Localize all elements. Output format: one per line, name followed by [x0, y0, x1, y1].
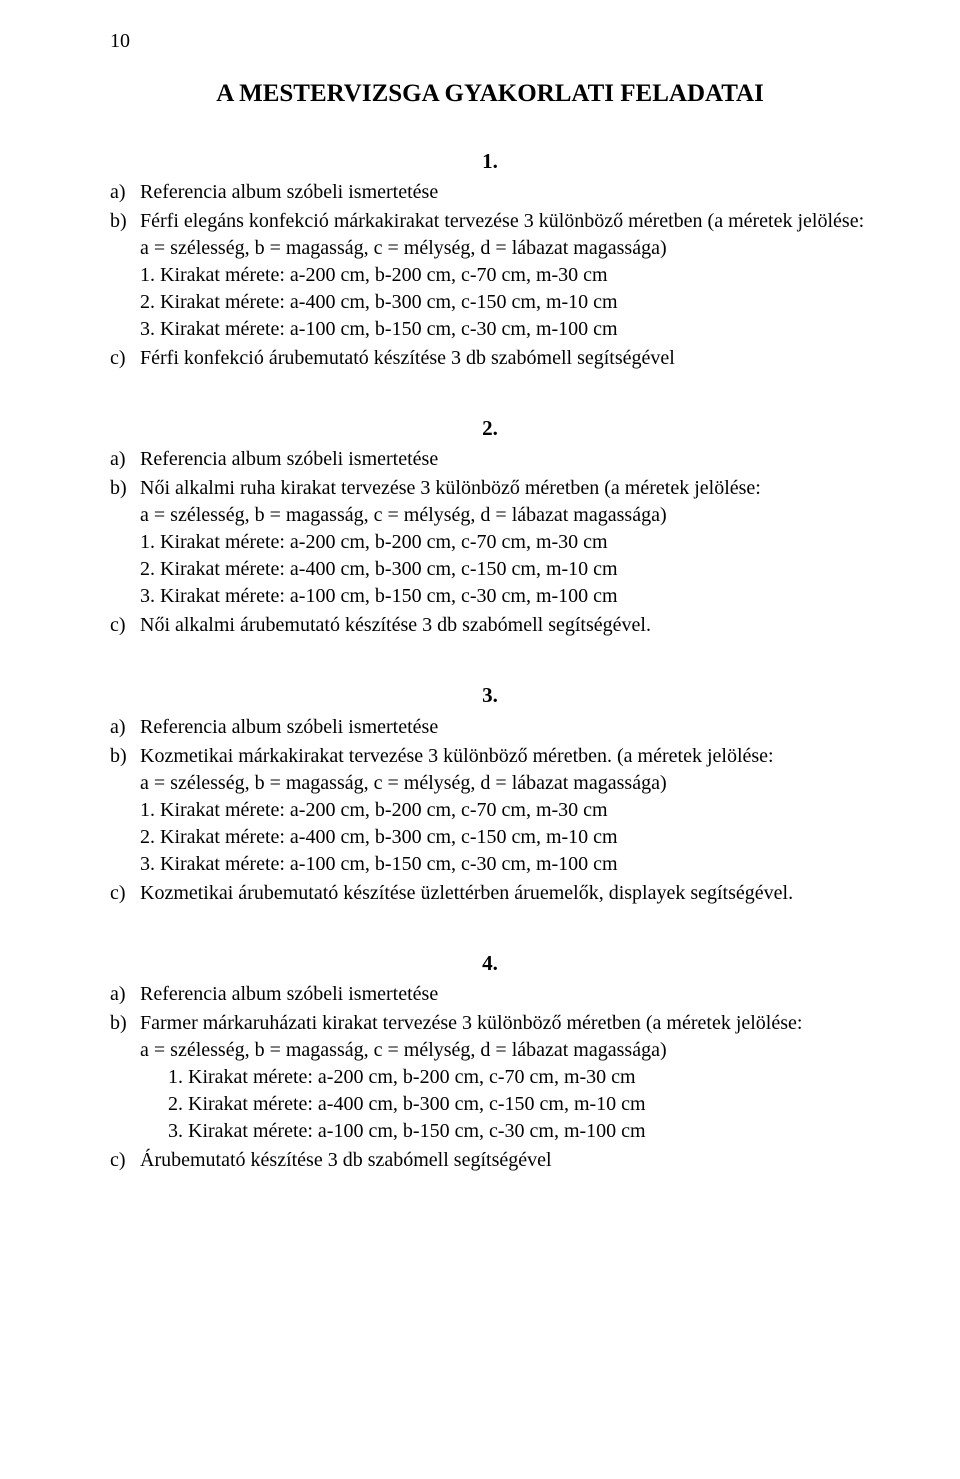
item-marker: a) [110, 446, 140, 473]
dimensions-line: a = szélesség, b = magasság, c = mélység… [140, 1037, 870, 1064]
task-block: 4. a) Referencia album szóbeli ismerteté… [110, 949, 870, 1174]
size-line: 1. Kirakat mérete: a-200 cm, b-200 cm, c… [140, 1064, 870, 1091]
list-item: b) Női alkalmi ruha kirakat tervezése 3 … [110, 475, 870, 610]
list-item: c) Árubemutató készítése 3 db szabómell … [110, 1147, 870, 1174]
item-text: Referencia album szóbeli ismertetése [140, 981, 870, 1008]
item-text: Referencia album szóbeli ismertetése [140, 179, 870, 206]
page-number: 10 [110, 28, 870, 55]
size-line: 3. Kirakat mérete: a-100 cm, b-150 cm, c… [140, 316, 870, 343]
size-line: 1. Kirakat mérete: a-200 cm, b-200 cm, c… [140, 262, 870, 289]
size-line: 3. Kirakat mérete: a-100 cm, b-150 cm, c… [140, 851, 870, 878]
size-line: 2. Kirakat mérete: a-400 cm, b-300 cm, c… [140, 824, 870, 851]
task-block: 3. a) Referencia album szóbeli ismerteté… [110, 681, 870, 906]
list-item: a) Referencia album szóbeli ismertetése [110, 446, 870, 473]
item-text: Női alkalmi ruha kirakat tervezése 3 kül… [140, 475, 870, 502]
size-line: 3. Kirakat mérete: a-100 cm, b-150 cm, c… [140, 583, 870, 610]
list-item: c) Kozmetikai árubemutató készítése üzle… [110, 880, 870, 907]
dimensions-line: a = szélesség, b = magasság, c = mélység… [140, 770, 870, 797]
item-marker: a) [110, 179, 140, 206]
size-line: 2. Kirakat mérete: a-400 cm, b-300 cm, c… [140, 289, 870, 316]
item-text: Férfi konfekció árubemutató készítése 3 … [140, 345, 870, 372]
item-text: Férfi elegáns konfekció márkakirakat ter… [140, 208, 870, 235]
task-block: 1. a) Referencia album szóbeli ismerteté… [110, 147, 870, 372]
item-marker: a) [110, 981, 140, 1008]
list-item: c) Női alkalmi árubemutató készítése 3 d… [110, 612, 870, 639]
item-marker: c) [110, 880, 140, 907]
list-item: b) Férfi elegáns konfekció márkakirakat … [110, 208, 870, 343]
task-number: 4. [110, 949, 870, 977]
doc-title: A MESTERVIZSGA GYAKORLATI FELADATAI [110, 77, 870, 111]
item-text: Referencia album szóbeli ismertetése [140, 446, 870, 473]
size-line: 1. Kirakat mérete: a-200 cm, b-200 cm, c… [140, 529, 870, 556]
list-item: b) Kozmetikai márkakirakat tervezése 3 k… [110, 743, 870, 878]
list-item: b) Farmer márkaruházati kirakat tervezés… [110, 1010, 870, 1145]
list-item: a) Referencia album szóbeli ismertetése [110, 981, 870, 1008]
list-item: a) Referencia album szóbeli ismertetése [110, 179, 870, 206]
item-marker: b) [110, 208, 140, 343]
item-marker: b) [110, 475, 140, 610]
list-item: c) Férfi konfekció árubemutató készítése… [110, 345, 870, 372]
item-marker: b) [110, 1010, 140, 1145]
item-marker: c) [110, 1147, 140, 1174]
item-marker: a) [110, 714, 140, 741]
item-text: Kozmetikai árubemutató készítése üzletté… [140, 880, 870, 907]
size-line: 2. Kirakat mérete: a-400 cm, b-300 cm, c… [140, 1091, 870, 1118]
item-text: Referencia album szóbeli ismertetése [140, 714, 870, 741]
item-text: Kozmetikai márkakirakat tervezése 3 külö… [140, 743, 870, 770]
task-block: 2. a) Referencia album szóbeli ismerteté… [110, 414, 870, 639]
task-number: 1. [110, 147, 870, 175]
dimensions-line: a = szélesség, b = magasság, c = mélység… [140, 235, 870, 262]
task-number: 2. [110, 414, 870, 442]
size-line: 1. Kirakat mérete: a-200 cm, b-200 cm, c… [140, 797, 870, 824]
item-text: Női alkalmi árubemutató készítése 3 db s… [140, 612, 870, 639]
list-item: a) Referencia album szóbeli ismertetése [110, 714, 870, 741]
item-marker: c) [110, 612, 140, 639]
task-number: 3. [110, 681, 870, 709]
item-text: Farmer márkaruházati kirakat tervezése 3… [140, 1010, 870, 1037]
size-line: 3. Kirakat mérete: a-100 cm, b-150 cm, c… [140, 1118, 870, 1145]
size-line: 2. Kirakat mérete: a-400 cm, b-300 cm, c… [140, 556, 870, 583]
item-text: Árubemutató készítése 3 db szabómell seg… [140, 1147, 870, 1174]
item-marker: b) [110, 743, 140, 878]
dimensions-line: a = szélesség, b = magasság, c = mélység… [140, 502, 870, 529]
item-marker: c) [110, 345, 140, 372]
